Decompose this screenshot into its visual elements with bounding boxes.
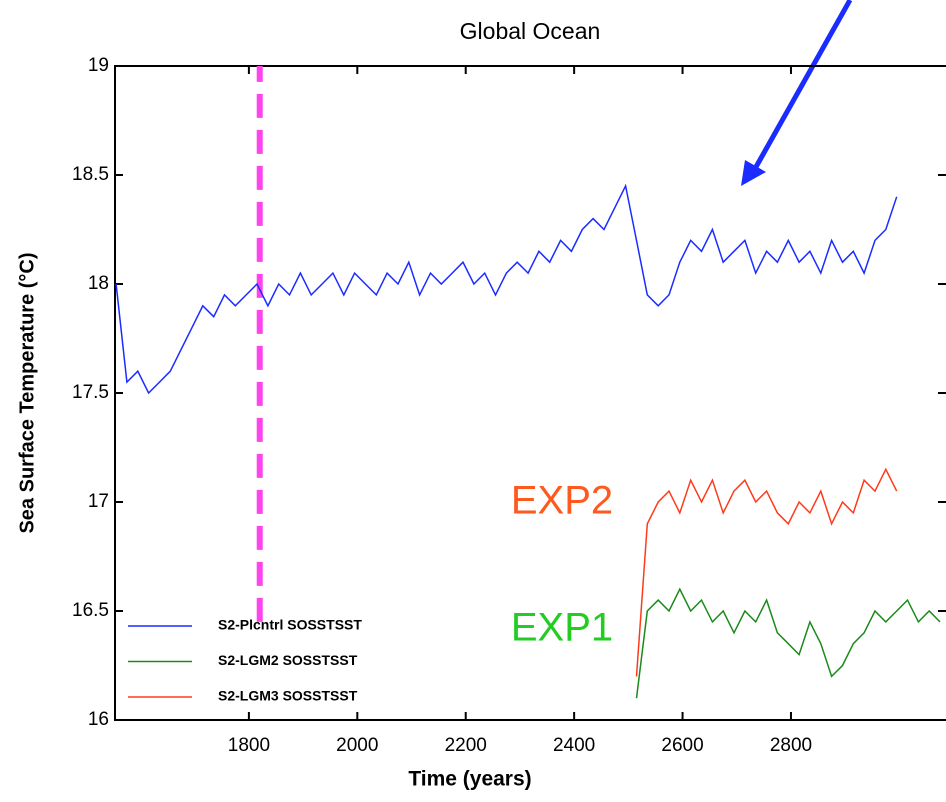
y-tick-label: 18 bbox=[88, 273, 109, 294]
y-tick-label: 19 bbox=[88, 55, 109, 76]
y-tick-label: 16.5 bbox=[72, 600, 109, 621]
series-line bbox=[115, 183, 898, 395]
y-tick-label: 17 bbox=[88, 491, 109, 512]
y-tick-label: 18.5 bbox=[72, 164, 109, 185]
y-tick-label: 17.5 bbox=[72, 382, 109, 403]
legend-label: S2-LGM3 SOSSTSST bbox=[218, 688, 358, 704]
arrow-head bbox=[741, 160, 766, 186]
annotation: EXP2 bbox=[511, 479, 613, 523]
x-tick-label: 2600 bbox=[661, 735, 703, 756]
chart-title: Global Ocean bbox=[460, 18, 601, 44]
legend-label: S2-Plcntrl SOSSTSST bbox=[218, 617, 362, 633]
x-tick-label: 1800 bbox=[228, 735, 270, 756]
y-axis-label: Sea Surface Temperature (°C) bbox=[16, 252, 38, 533]
annotation: EXP1 bbox=[511, 606, 613, 650]
series-line bbox=[635, 467, 898, 677]
legend-label: S2-LGM2 SOSSTSST bbox=[218, 652, 358, 668]
x-axis-label: Time (years) bbox=[408, 768, 531, 791]
x-tick-label: 2200 bbox=[445, 735, 487, 756]
x-tick-label: 2400 bbox=[553, 735, 595, 756]
x-tick-label: 2000 bbox=[336, 735, 378, 756]
x-tick-label: 2800 bbox=[770, 735, 812, 756]
arrow bbox=[749, 0, 853, 176]
series-line bbox=[635, 587, 941, 699]
y-tick-label: 16 bbox=[88, 709, 109, 730]
